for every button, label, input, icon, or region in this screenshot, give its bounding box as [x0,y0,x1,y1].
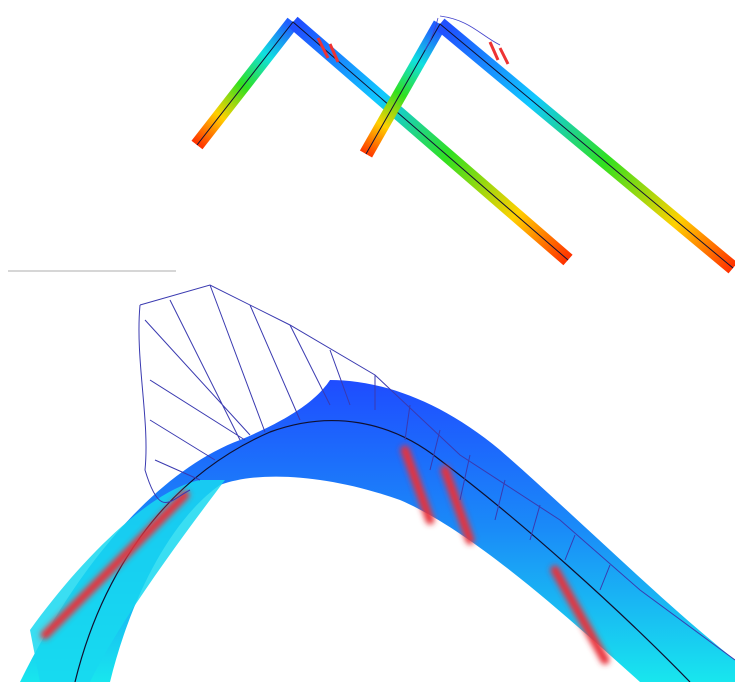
strip-a [191,16,573,266]
strip-b [359,15,735,274]
zoom-band [20,284,735,682]
